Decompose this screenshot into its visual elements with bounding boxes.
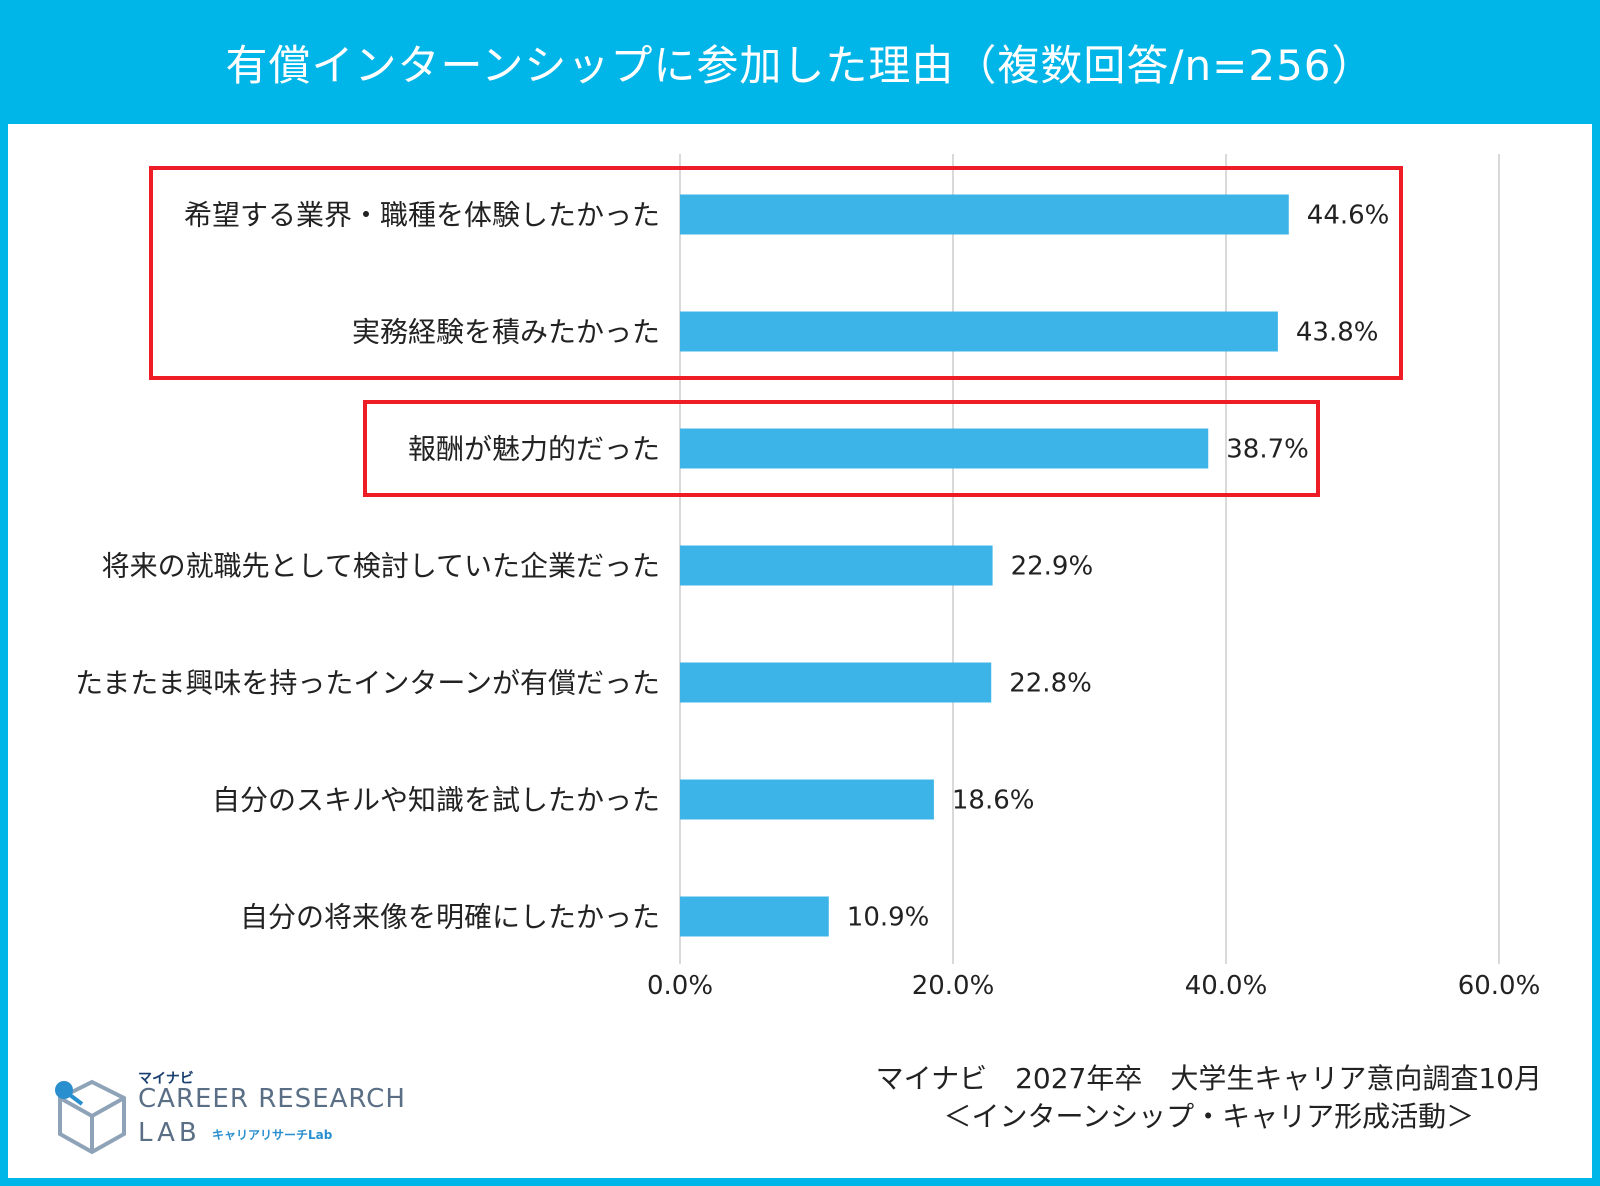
bar (680, 194, 1289, 235)
cube-logo-icon (55, 1079, 126, 1155)
source-note: マイナビ 2027年卒 大学生キャリア意向調査10月 ＜インターンシップ・キャリ… (876, 1060, 1542, 1136)
data-label: 18.6% (952, 786, 1035, 816)
source-line-2: ＜インターンシップ・キャリア形成活動＞ (943, 1100, 1475, 1133)
logo-small-text: マイナビ (138, 1071, 194, 1087)
highlight-box (363, 400, 1320, 497)
logo-line1: CAREER RESEARCH (138, 1084, 406, 1114)
category-label: 報酬が魅力的だった (408, 433, 660, 466)
category-label: たまたま興味を持ったインターンが有償だった (75, 667, 660, 700)
logo-line2: LAB (138, 1118, 201, 1148)
data-label: 38.7% (1226, 435, 1309, 465)
bar (680, 311, 1278, 352)
category-label: 実務経験を積みたかった (352, 316, 660, 349)
category-label: 自分の将来像を明確にしたかった (240, 901, 660, 934)
category-label: 自分のスキルや知識を試したかった (212, 784, 660, 817)
x-tick-label: 20.0% (912, 971, 995, 1001)
bar (680, 779, 934, 820)
logo-sub-text: キャリアリサーチLab (212, 1128, 333, 1142)
bar-chart: 0.0% 20.0% 40.0% 60.0% 希望する業界・職種を体験したかった 44.6… (75, 154, 1541, 1001)
x-tick-label: 40.0% (1185, 971, 1268, 1001)
source-line-1: マイナビ 2027年卒 大学生キャリア意向調査10月 (875, 1062, 1542, 1095)
highlight-box (149, 166, 1403, 380)
bar (680, 896, 829, 937)
chart-title: 有償インターンシップに参加した理由（複数回答/n=256） (225, 40, 1375, 90)
category-label: 希望する業界・職種を体験したかった (184, 199, 660, 232)
data-label: 44.6% (1307, 201, 1390, 231)
data-label: 10.9% (847, 903, 930, 933)
x-tick-label: 0.0% (647, 971, 713, 1001)
bar (680, 545, 993, 586)
data-label: 22.8% (1009, 669, 1092, 699)
data-label: 43.8% (1296, 318, 1379, 348)
x-tick-label: 60.0% (1458, 971, 1541, 1001)
career-research-lab-logo: マイナビ CAREER RESEARCH LAB キャリアリサーチLab (52, 1068, 412, 1168)
chart-panel: 0.0% 20.0% 40.0% 60.0% 希望する業界・職種を体験したかった 44.6… (8, 124, 1592, 1178)
bar (680, 662, 992, 703)
bar (680, 428, 1209, 469)
category-label: 将来の就職先として検討していた企業だった (102, 550, 660, 583)
data-label: 22.9% (1011, 552, 1094, 582)
